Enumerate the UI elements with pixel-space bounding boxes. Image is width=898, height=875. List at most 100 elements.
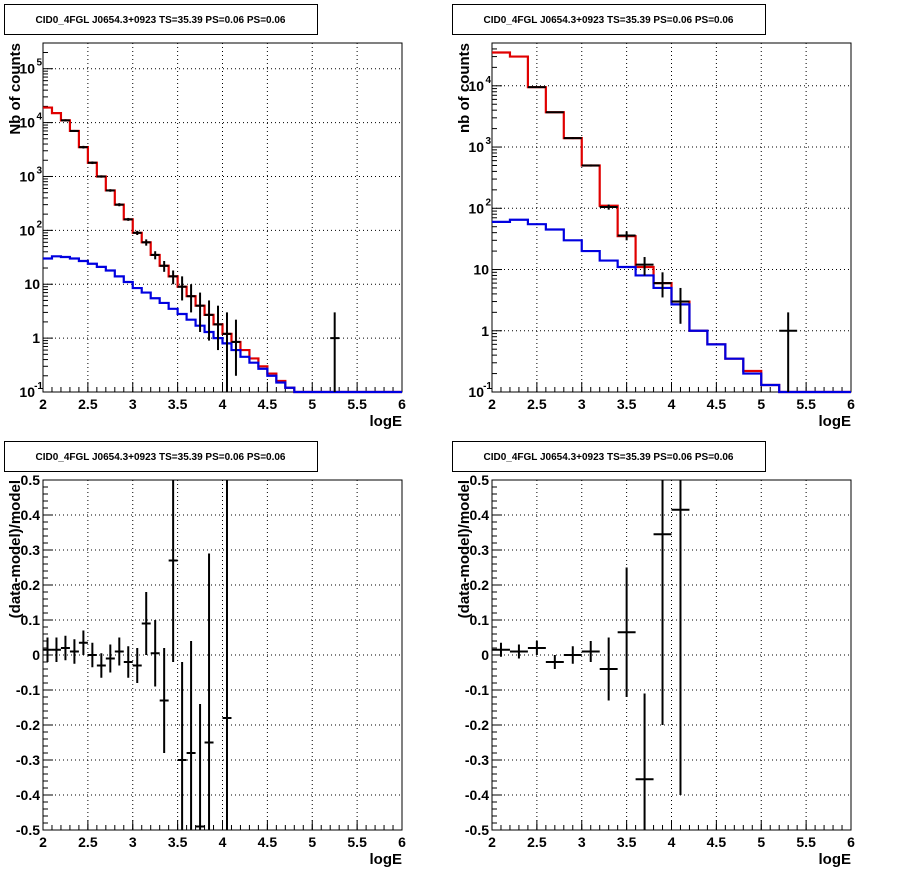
chart-title: CID0_4FGL J0654.3+0923 TS=35.39 PS=0.06 … [36,15,286,26]
y-tick-label: 10 [19,115,35,131]
data-point [168,270,178,285]
data-point [96,653,106,678]
x-tick-label: 5.5 [347,834,367,850]
x-tick-label: 6 [398,396,406,412]
y-tick-label: -0.4 [465,787,489,803]
x-tick-label: 5.5 [796,834,816,850]
data-point [213,305,223,351]
data-point [78,630,88,655]
x-tick-label: 4 [219,834,227,850]
y-tick-exponent: 4 [36,112,42,123]
data-point [527,86,546,89]
data-point [204,300,214,341]
y-tick-label: 1 [481,323,489,339]
data-point [563,646,582,664]
data-point [105,644,115,673]
y-tick-label: 0.5 [470,472,490,488]
data-point [150,251,160,260]
x-axis-label: logE [819,413,852,430]
x-tick-label: 2.5 [527,396,547,412]
data-point [141,239,151,246]
y-tick-label: 0.2 [470,577,490,593]
data-point [617,231,636,241]
x-tick-label: 6 [847,396,855,412]
data-point [653,272,672,298]
data-point [78,145,88,149]
data-point [779,312,798,392]
x-tick-label: 2 [39,834,47,850]
y-tick-exponent: 2 [485,197,491,208]
y-tick-label: -0.2 [465,717,489,733]
data-point [43,637,52,662]
y-tick-exponent: 3 [485,136,491,147]
data-point [635,693,654,830]
y-tick-label: 10 [24,276,40,292]
x-tick-label: 2 [488,396,496,412]
data-point [87,642,97,668]
title-box [4,4,318,35]
chart-title: CID0_4FGL J0654.3+0923 TS=35.39 PS=0.06 … [36,452,286,463]
title-box [452,441,766,472]
x-tick-label: 5 [757,834,765,850]
y-tick-label: 0 [32,647,40,663]
panel-counts-fine: CID0_4FGL J0654.3+0923 TS=35.39 PS=0.06 … [4,4,406,430]
data-point [150,620,160,687]
x-tick-label: 5 [308,396,316,412]
data-point [222,312,232,392]
y-tick-label: -0.4 [16,787,40,803]
y-tick-label: 10 [19,222,35,238]
data-point [222,480,232,830]
data-point [599,204,618,210]
panel-counts-coarse: CID0_4FGL J0654.3+0923 TS=35.39 PS=0.06 … [452,4,855,430]
x-tick-label: 3.5 [617,834,637,850]
data-point [509,644,528,659]
x-tick-label: 5.5 [347,396,367,412]
data-point [69,639,79,664]
y-tick-exponent: 3 [36,165,42,176]
y-tick-label: 10 [19,61,35,77]
y-tick-label: 0.5 [21,472,41,488]
x-tick-label: 4.5 [707,834,727,850]
x-tick-label: 3.5 [168,396,188,412]
x-tick-label: 3.5 [168,834,188,850]
x-tick-label: 2.5 [78,396,98,412]
data-point [231,319,241,376]
y-tick-exponent: -1 [483,381,492,392]
data-point [563,137,582,140]
y-tick-exponent: 4 [485,75,491,86]
x-tick-label: 3 [578,834,586,850]
x-tick-label: 5 [757,396,765,412]
data-point [51,637,61,662]
x-tick-label: 3 [129,834,137,850]
x-axis-label: logE [370,413,403,430]
data-point [671,480,690,795]
panel-residuals-fine: CID0_4FGL J0654.3+0923 TS=35.39 PS=0.06 … [4,441,406,868]
data-point [132,230,142,235]
x-axis-label: logE [370,851,403,868]
y-tick-label: -0.5 [465,822,489,838]
y-tick-label: 0.3 [21,542,41,558]
y-tick-label: 0.4 [470,507,490,523]
data-point [123,646,133,678]
x-tick-label: 3 [129,396,137,412]
x-tick-label: 2 [488,834,496,850]
y-axis-label: (data-model)/model [7,480,24,618]
data-point [527,641,546,655]
data-point [69,129,79,132]
x-tick-label: 3 [578,396,586,412]
data-point [581,164,600,167]
data-point [330,312,340,392]
x-tick-label: 6 [847,834,855,850]
y-tick-label: 10 [473,262,489,278]
data-point [635,257,654,276]
x-tick-label: 4.5 [258,834,278,850]
data-point [545,655,564,669]
data-point [159,648,169,753]
data-point [581,641,600,662]
y-tick-label: -0.1 [16,682,40,698]
x-tick-label: 4 [219,396,227,412]
data-point [671,287,690,324]
x-axis-label: logE [819,851,852,868]
data-point [168,480,178,662]
